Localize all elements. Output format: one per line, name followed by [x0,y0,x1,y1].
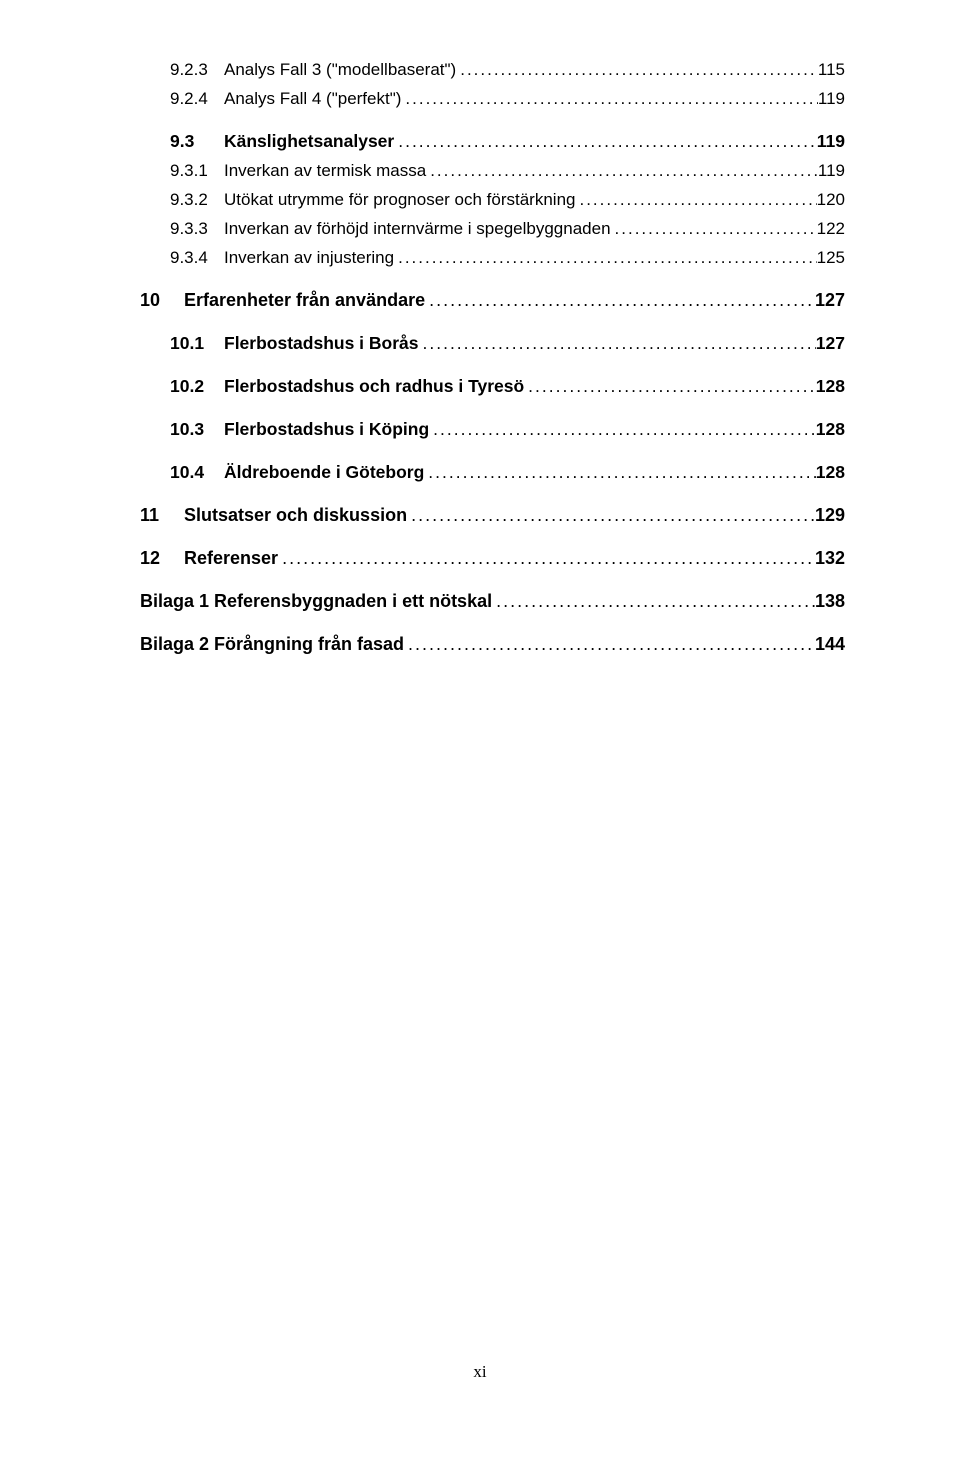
toc-entry-title: Utökat utrymme för prognoser och förstär… [224,190,575,209]
toc-entry: 9.3Känslighetsanalyser 119 [140,131,845,152]
toc-entry-title: Känslighetsanalyser [224,131,394,151]
toc-entry-number: 9.3 [170,131,224,152]
toc-entry: 9.3.3Inverkan av förhöjd internvärme i s… [140,219,845,239]
page-number: xi [0,1362,960,1382]
toc-entry-label: 10.4Äldreboende i Göteborg [170,462,424,483]
toc-entry-title: Bilaga 2 Förångning från fasad [140,634,404,654]
toc-entry-page: 144 [815,634,845,655]
toc-entry-label: 10.2Flerbostadshus och radhus i Tyresö [170,376,524,397]
toc-entry-title: Analys Fall 4 ("perfekt") [224,89,401,108]
toc-entry-label: 10.1Flerbostadshus i Borås [170,333,419,354]
toc-entry: 9.3.1Inverkan av termisk massa 119 [140,161,845,181]
toc-entry-number: 10 [140,290,184,311]
toc-entry-title: Referenser [184,548,278,568]
toc-entry-label: 11Slutsatser och diskussion [140,505,407,526]
toc-entry-page: 125 [817,248,845,268]
toc-entry-page: 115 [818,60,845,80]
toc-entry-title: Inverkan av termisk massa [224,161,426,180]
toc-entry-label: 9.3Känslighetsanalyser [170,131,394,152]
toc-entry-page: 132 [815,548,845,569]
table-of-contents: 9.2.3Analys Fall 3 ("modellbaserat") 115… [140,60,845,655]
toc-entry-label: 10.3Flerbostadshus i Köping [170,419,429,440]
toc-entry-page: 128 [816,376,845,397]
toc-leader-dots [611,219,817,239]
toc-entry-page: 119 [818,161,845,181]
toc-entry: Bilaga 1 Referensbyggnaden i ett nötskal… [140,591,845,612]
toc-entry-number: 9.2.4 [170,89,224,109]
toc-leader-dots [492,591,815,612]
toc-entry-page: 122 [817,219,845,239]
toc-entry-page: 120 [817,190,845,210]
toc-entry-label: 9.2.3Analys Fall 3 ("modellbaserat") [170,60,456,80]
toc-entry: 12Referenser 132 [140,548,845,569]
toc-entry-number: 12 [140,548,184,569]
toc-entry-title: Flerbostadshus i Köping [224,419,429,439]
toc-leader-dots [575,190,816,210]
toc-entry-title: Erfarenheter från användare [184,290,425,310]
toc-entry-page: 119 [817,131,845,152]
toc-entry-label: 9.3.2Utökat utrymme för prognoser och fö… [170,190,575,210]
toc-entry-title: Inverkan av förhöjd internvärme i spegel… [224,219,611,238]
toc-entry-title: Bilaga 1 Referensbyggnaden i ett nötskal [140,591,492,611]
toc-leader-dots [426,161,818,181]
toc-entry-title: Flerbostadshus och radhus i Tyresö [224,376,524,396]
toc-entry-label: Bilaga 1 Referensbyggnaden i ett nötskal [140,591,492,612]
toc-entry-label: 9.3.3Inverkan av förhöjd internvärme i s… [170,219,611,239]
toc-entry-number: 10.4 [170,462,224,483]
toc-entry-title: Analys Fall 3 ("modellbaserat") [224,60,456,79]
toc-entry: 9.3.4Inverkan av injustering 125 [140,248,845,268]
toc-entry: 10Erfarenheter från användare 127 [140,290,845,311]
toc-entry-title: Slutsatser och diskussion [184,505,407,525]
toc-leader-dots [429,419,816,440]
toc-entry-label: 9.2.4Analys Fall 4 ("perfekt") [170,89,401,109]
toc-leader-dots [394,131,817,152]
toc-entry-page: 138 [815,591,845,612]
toc-entry: 11Slutsatser och diskussion 129 [140,505,845,526]
toc-entry: 9.2.3Analys Fall 3 ("modellbaserat") 115 [140,60,845,80]
toc-entry-page: 129 [815,505,845,526]
toc-leader-dots [424,462,816,483]
toc-entry: Bilaga 2 Förångning från fasad 144 [140,634,845,655]
toc-entry: 10.4Äldreboende i Göteborg 128 [140,462,845,483]
toc-entry-number: 10.1 [170,333,224,354]
toc-entry-label: 9.3.4Inverkan av injustering [170,248,394,268]
toc-entry-title: Äldreboende i Göteborg [224,462,424,482]
toc-entry-title: Inverkan av injustering [224,248,394,267]
toc-entry-label: Bilaga 2 Förångning från fasad [140,634,404,655]
toc-entry-number: 9.3.3 [170,219,224,239]
toc-entry: 10.1Flerbostadshus i Borås 127 [140,333,845,354]
toc-entry-number: 9.3.2 [170,190,224,210]
toc-entry: 9.2.4Analys Fall 4 ("perfekt") 119 [140,89,845,109]
toc-entry-number: 9.3.1 [170,161,224,181]
toc-leader-dots [524,376,816,397]
toc-entry-label: 9.3.1Inverkan av termisk massa [170,161,426,181]
toc-entry-title: Flerbostadshus i Borås [224,333,419,353]
toc-leader-dots [278,548,815,569]
toc-leader-dots [419,333,816,354]
toc-entry-page: 128 [816,462,845,483]
toc-entry-number: 9.3.4 [170,248,224,268]
toc-leader-dots [456,60,818,80]
toc-entry: 10.2Flerbostadshus och radhus i Tyresö 1… [140,376,845,397]
toc-leader-dots [407,505,815,526]
toc-entry-number: 11 [140,505,184,526]
toc-leader-dots [394,248,817,268]
toc-entry: 9.3.2Utökat utrymme för prognoser och fö… [140,190,845,210]
toc-entry-label: 10Erfarenheter från användare [140,290,425,311]
toc-leader-dots [401,89,817,109]
toc-entry: 10.3Flerbostadshus i Köping 128 [140,419,845,440]
toc-entry-page: 127 [815,290,845,311]
toc-entry-page: 127 [816,333,845,354]
toc-entry-number: 9.2.3 [170,60,224,80]
toc-entry-number: 10.3 [170,419,224,440]
toc-leader-dots [425,290,815,311]
toc-entry-page: 128 [816,419,845,440]
toc-entry-number: 10.2 [170,376,224,397]
toc-leader-dots [404,634,815,655]
toc-entry-page: 119 [818,89,845,109]
toc-entry-label: 12Referenser [140,548,278,569]
